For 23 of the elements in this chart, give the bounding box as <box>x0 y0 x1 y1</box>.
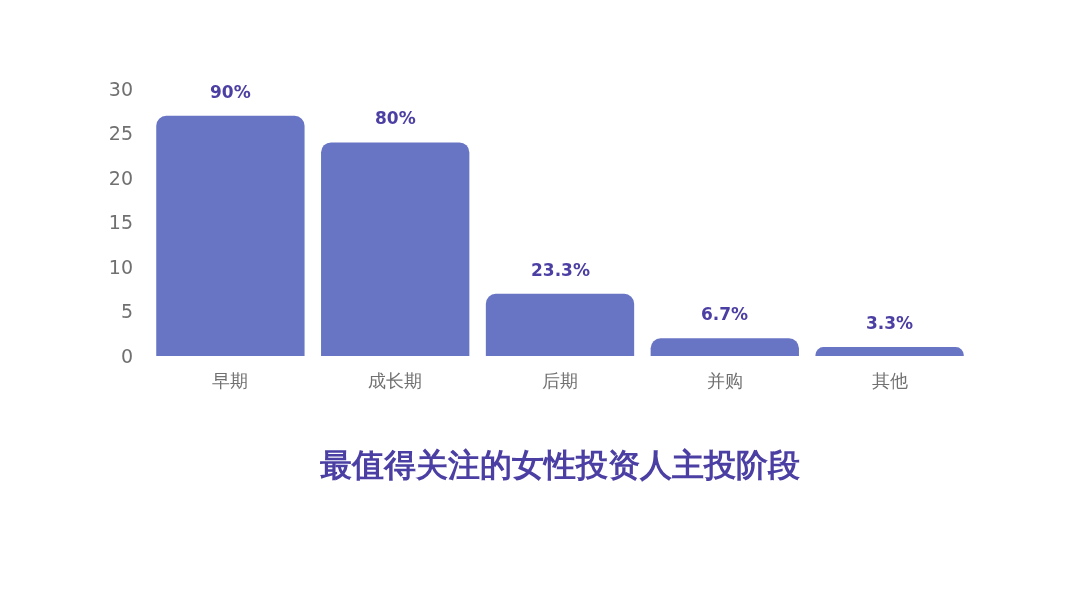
annotation: 80% <box>375 108 416 128</box>
y-tick-label: 10 <box>108 255 133 278</box>
y-tick-label: 20 <box>108 166 133 189</box>
y-tick-label: 30 <box>108 77 133 100</box>
text: 最值得关注的女性投资人主投阶段 <box>320 446 800 485</box>
y-tick-label: 25 <box>108 122 133 145</box>
bar <box>321 142 470 356</box>
y-tick-label: 0 <box>120 344 133 367</box>
y-tick-label: 15 <box>108 211 133 234</box>
x-tick-label: 其他 <box>871 370 908 391</box>
x-tick-label: 并购 <box>706 370 743 391</box>
bar <box>485 293 635 356</box>
y-tick-label: 5 <box>120 300 133 323</box>
bar <box>650 338 799 356</box>
x-tick-label: 成长期 <box>368 370 423 391</box>
annotation: 90% <box>210 82 251 102</box>
bar <box>156 115 305 356</box>
bar <box>815 347 964 356</box>
x-tick-label: 早期 <box>212 370 249 391</box>
annotation: 23.3% <box>531 260 590 280</box>
annotation: 3.3% <box>866 313 914 333</box>
x-tick-label: 后期 <box>542 370 578 391</box>
annotation: 6.7% <box>701 304 749 324</box>
